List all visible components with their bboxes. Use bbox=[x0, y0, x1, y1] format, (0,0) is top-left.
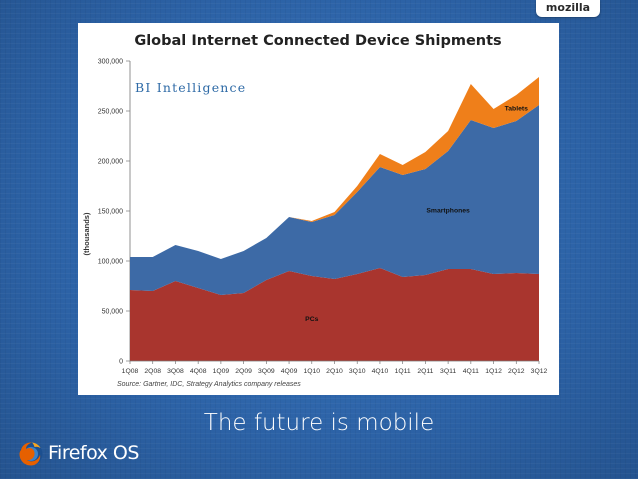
y-axis-label: (thousands) bbox=[82, 212, 91, 255]
x-tick-label: 3Q11 bbox=[440, 368, 456, 375]
x-tick-label: 2Q11 bbox=[417, 368, 433, 375]
chart-svg: Global Internet Connected Device Shipmen… bbox=[82, 33, 548, 388]
x-tick-label: 4Q10 bbox=[372, 368, 389, 375]
x-tick-label: 2Q12 bbox=[508, 368, 525, 375]
area-smartphones bbox=[130, 105, 539, 295]
y-tick-label: 0 bbox=[119, 359, 123, 366]
chart-panel: Global Internet Connected Device Shipmen… bbox=[78, 23, 559, 395]
x-tick-label: 1Q11 bbox=[395, 368, 411, 375]
y-tick-label: 100,000 bbox=[98, 259, 123, 266]
firefox-icon bbox=[19, 442, 43, 466]
x-tick-label: 2Q10 bbox=[326, 368, 343, 375]
y-tick-label: 50,000 bbox=[102, 309, 124, 316]
x-tick-label: 3Q10 bbox=[349, 368, 366, 375]
x-tick-label: 4Q09 bbox=[281, 368, 298, 375]
y-axis: 0 50,000 100,000 150,000 200,000 250,000 300,0… bbox=[98, 59, 131, 366]
x-tick-label: 1Q08 bbox=[122, 368, 139, 375]
x-tick-label: 2Q08 bbox=[144, 368, 161, 375]
x-tick-label: 4Q08 bbox=[190, 368, 207, 375]
mozilla-wordmark: mozilla bbox=[545, 1, 591, 14]
mozilla-brand-tab: mozilla bbox=[536, 0, 600, 17]
x-tick-label: 1Q10 bbox=[303, 368, 320, 375]
x-tick-label: 4Q11 bbox=[463, 368, 479, 375]
x-tick-label: 3Q09 bbox=[258, 368, 275, 375]
y-tick-label: 250,000 bbox=[98, 109, 123, 116]
plot-areas bbox=[130, 77, 539, 361]
series-label-smartphones: Smartphones bbox=[426, 208, 470, 215]
x-axis: 1Q08 2Q08 3Q08 4Q08 1Q09 2Q09 3Q09 4Q09 1Q10 2Q10… bbox=[122, 360, 548, 375]
series-label-tablets: Tablets bbox=[505, 106, 529, 113]
firefox-os-wordmark: Firefox OS bbox=[48, 442, 139, 464]
y-tick-label: 300,000 bbox=[98, 59, 123, 66]
y-tick-label: 150,000 bbox=[98, 209, 123, 216]
x-tick-label: 3Q12 bbox=[531, 368, 548, 375]
chart-title: Global Internet Connected Device Shipmen… bbox=[134, 33, 501, 49]
x-tick-label: 3Q08 bbox=[167, 368, 184, 375]
x-tick-label: 2Q09 bbox=[235, 368, 252, 375]
slide-caption: The future is mobile bbox=[203, 410, 435, 436]
series-labels: PCs Smartphones Tablets bbox=[305, 106, 528, 324]
y-tick-label: 200,000 bbox=[98, 159, 123, 166]
area-pcs bbox=[130, 268, 539, 361]
x-tick-label: 1Q09 bbox=[213, 368, 230, 375]
x-tick-label: 1Q12 bbox=[485, 368, 502, 375]
source-note: Source: Gartner, IDC, Strategy Analytics… bbox=[117, 381, 301, 388]
series-label-pcs: PCs bbox=[305, 316, 318, 323]
watermark-text: BI Intelligence bbox=[135, 80, 246, 95]
